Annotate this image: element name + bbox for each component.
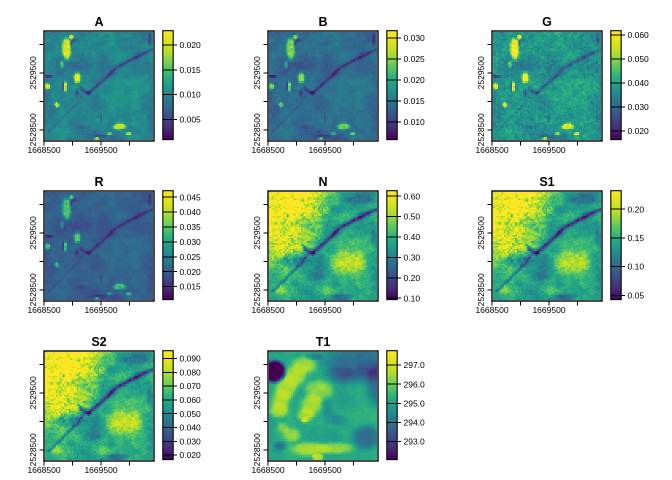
- svg-text:0.015: 0.015: [404, 96, 426, 106]
- svg-text:2528500: 2528500: [476, 113, 486, 146]
- svg-text:2529500: 2529500: [252, 216, 262, 249]
- svg-text:2528500: 2528500: [28, 273, 38, 306]
- svg-text:0.090: 0.090: [180, 354, 202, 364]
- svg-text:0.040: 0.040: [180, 423, 202, 433]
- svg-text:0.015: 0.015: [180, 65, 202, 75]
- svg-text:T1: T1: [316, 335, 331, 349]
- svg-text:2528500: 2528500: [252, 113, 262, 146]
- svg-text:0.30: 0.30: [404, 253, 421, 263]
- svg-text:0.10: 0.10: [628, 262, 645, 272]
- svg-text:N: N: [318, 175, 327, 189]
- svg-text:296.0: 296.0: [404, 379, 426, 389]
- svg-text:0.025: 0.025: [404, 54, 426, 64]
- svg-text:0.40: 0.40: [404, 232, 421, 242]
- svg-text:0.020: 0.020: [180, 267, 202, 277]
- svg-text:A: A: [94, 15, 103, 29]
- svg-text:0.015: 0.015: [180, 282, 202, 292]
- svg-text:0.020: 0.020: [628, 126, 650, 136]
- svg-text:1668500: 1668500: [475, 305, 508, 315]
- svg-text:2528500: 2528500: [28, 113, 38, 146]
- svg-text:0.05: 0.05: [628, 290, 645, 300]
- svg-text:0.040: 0.040: [180, 207, 202, 217]
- svg-text:1669500: 1669500: [308, 465, 341, 475]
- svg-text:294.0: 294.0: [404, 418, 426, 428]
- svg-text:0.10: 0.10: [404, 293, 421, 303]
- svg-text:S1: S1: [539, 175, 554, 189]
- svg-text:2529500: 2529500: [252, 56, 262, 89]
- svg-text:297.0: 297.0: [404, 360, 426, 370]
- svg-text:0.045: 0.045: [180, 192, 202, 202]
- svg-text:0.060: 0.060: [180, 395, 202, 405]
- svg-text:0.030: 0.030: [180, 237, 202, 247]
- svg-text:0.030: 0.030: [404, 33, 426, 43]
- svg-text:2529500: 2529500: [28, 56, 38, 89]
- svg-text:1668500: 1668500: [251, 465, 284, 475]
- svg-text:1668500: 1668500: [27, 145, 60, 155]
- svg-text:295.0: 295.0: [404, 398, 426, 408]
- svg-text:0.010: 0.010: [404, 117, 426, 127]
- svg-text:1668500: 1668500: [27, 305, 60, 315]
- svg-text:0.050: 0.050: [180, 409, 202, 419]
- svg-text:R: R: [94, 175, 103, 189]
- svg-text:B: B: [318, 15, 327, 29]
- svg-text:1669500: 1669500: [532, 305, 565, 315]
- svg-text:293.0: 293.0: [404, 437, 426, 447]
- svg-text:2529500: 2529500: [28, 216, 38, 249]
- svg-text:0.020: 0.020: [404, 75, 426, 85]
- svg-text:2528500: 2528500: [252, 273, 262, 306]
- svg-text:0.020: 0.020: [180, 450, 202, 460]
- svg-text:0.035: 0.035: [180, 222, 202, 232]
- svg-text:G: G: [542, 15, 552, 29]
- svg-text:0.50: 0.50: [404, 212, 421, 222]
- svg-text:1669500: 1669500: [308, 305, 341, 315]
- svg-text:1669500: 1669500: [308, 145, 341, 155]
- svg-text:0.60: 0.60: [404, 191, 421, 201]
- svg-text:2529500: 2529500: [476, 56, 486, 89]
- svg-text:2529500: 2529500: [28, 376, 38, 409]
- svg-text:1669500: 1669500: [532, 145, 565, 155]
- svg-text:0.20: 0.20: [628, 204, 645, 214]
- svg-text:0.15: 0.15: [628, 233, 645, 243]
- svg-text:0.060: 0.060: [628, 30, 650, 40]
- svg-text:S2: S2: [91, 335, 106, 349]
- svg-text:0.040: 0.040: [628, 78, 650, 88]
- svg-text:1668500: 1668500: [251, 305, 284, 315]
- svg-text:0.030: 0.030: [180, 436, 202, 446]
- svg-text:1669500: 1669500: [84, 305, 117, 315]
- svg-text:0.080: 0.080: [180, 367, 202, 377]
- svg-text:0.020: 0.020: [180, 40, 202, 50]
- svg-text:0.050: 0.050: [628, 54, 650, 64]
- svg-text:0.030: 0.030: [628, 102, 650, 112]
- svg-text:2528500: 2528500: [28, 433, 38, 466]
- svg-text:2528500: 2528500: [476, 273, 486, 306]
- svg-text:1668500: 1668500: [27, 465, 60, 475]
- svg-text:0.005: 0.005: [180, 115, 202, 125]
- svg-text:1669500: 1669500: [84, 465, 117, 475]
- svg-text:0.010: 0.010: [180, 90, 202, 100]
- svg-text:1668500: 1668500: [251, 145, 284, 155]
- svg-text:1668500: 1668500: [475, 145, 508, 155]
- svg-text:0.070: 0.070: [180, 381, 202, 391]
- svg-text:1669500: 1669500: [84, 145, 117, 155]
- svg-text:2529500: 2529500: [476, 216, 486, 249]
- svg-text:2528500: 2528500: [252, 433, 262, 466]
- svg-text:0.025: 0.025: [180, 252, 202, 262]
- svg-text:0.20: 0.20: [404, 273, 421, 283]
- svg-text:2529500: 2529500: [252, 376, 262, 409]
